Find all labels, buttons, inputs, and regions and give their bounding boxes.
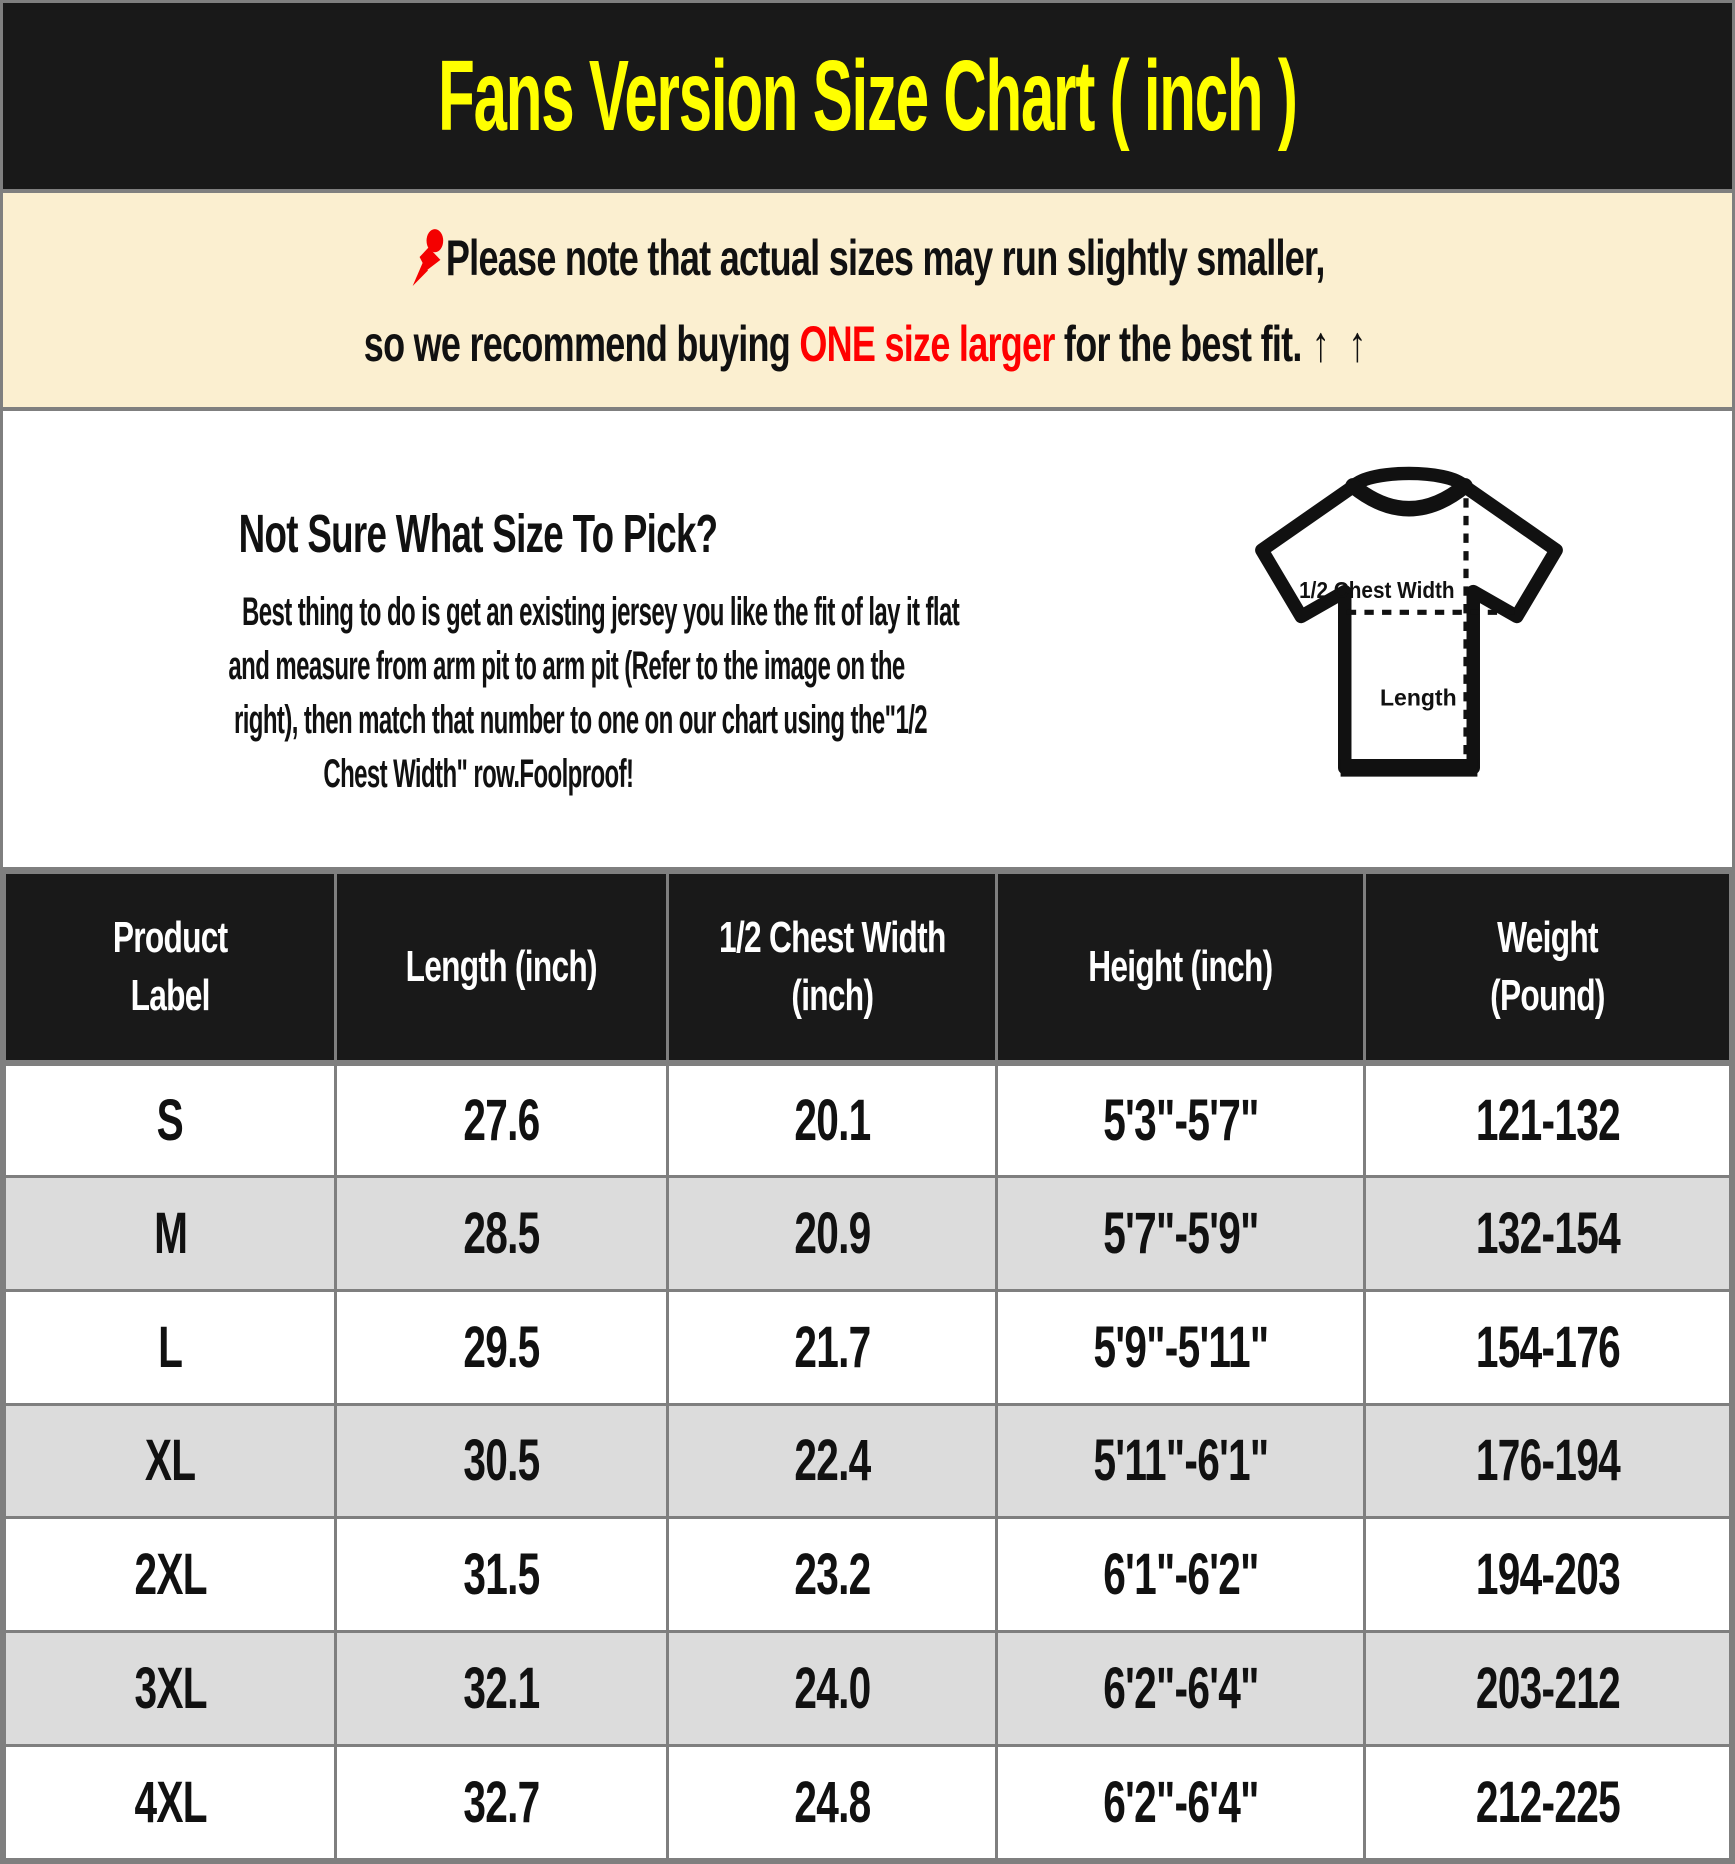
col-header-length: Length (inch)	[334, 871, 669, 1066]
tshirt-measure-diagram: 1/2 Chest Width Length	[1253, 461, 1565, 803]
cell-height: 5'9"-5'11"	[995, 1288, 1367, 1406]
page-title: Fans Version Size Chart ( inch )	[438, 39, 1298, 152]
cell-height: 6'2"-6'4"	[995, 1630, 1367, 1748]
table-header-row: Product Label Length (inch) 1/2 Chest Wid…	[2, 871, 1732, 1066]
pushpin-icon	[410, 227, 449, 289]
cell-weight: 154-176	[1363, 1288, 1732, 1406]
cell-length: 27.6	[334, 1061, 669, 1178]
cell-weight: 176-194	[1363, 1402, 1732, 1520]
cell-weight: 121-132	[1363, 1061, 1732, 1178]
cell-label: 3XL	[2, 1630, 338, 1748]
size-row-3xl: 3XL 32.1 24.0 6'2"-6'4" 203-212	[2, 1630, 1732, 1748]
cell-height: 6'1"-6'2"	[995, 1516, 1367, 1634]
cell-weight: 194-203	[1363, 1516, 1732, 1634]
size-table-section: Product Label Length (inch) 1/2 Chest Wid…	[2, 871, 1732, 1861]
notice-text-2-suffix: for the best fit.	[1064, 316, 1302, 372]
cell-label: 2XL	[2, 1516, 338, 1634]
guide-body-line: right), then match that number to one on…	[234, 698, 928, 742]
cell-length: 29.5	[334, 1288, 669, 1406]
size-row-s: S 27.6 20.1 5'3"-5'7" 121-132	[2, 1061, 1732, 1178]
cell-chest: 23.2	[665, 1516, 999, 1634]
notice-line-2: so we recommend buying ONE size larger f…	[168, 315, 1567, 373]
chest-width-label: 1/2 Chest Width	[1299, 577, 1454, 603]
guide-body-line: Best thing to do is get an existing jers…	[242, 590, 960, 634]
cell-label: 4XL	[2, 1744, 338, 1861]
cell-label: M	[2, 1174, 338, 1292]
length-label: Length	[1380, 685, 1457, 711]
col-header-height: Height (inch)	[995, 871, 1367, 1066]
col-header-chest-width: 1/2 Chest Width (inch)	[665, 871, 999, 1066]
up-arrows-icon: ↑ ↑	[1311, 316, 1371, 372]
size-chart-table: Product Label Length (inch) 1/2 Chest Wid…	[2, 871, 1732, 1861]
notice-line-1: Please note that actual sizes may run sl…	[232, 227, 1503, 289]
guide-body-line: and measure from arm pit to arm pit (Ref…	[228, 644, 905, 688]
measuring-guide-section: Not Sure What Size To Pick? Best thing t…	[3, 411, 1732, 867]
cell-length: 30.5	[334, 1402, 669, 1520]
guide-heading: Not Sure What Size To Pick?	[238, 504, 718, 564]
cell-label: S	[2, 1061, 338, 1178]
cell-height: 6'2"-6'4"	[995, 1744, 1367, 1861]
cell-chest: 24.0	[665, 1630, 999, 1748]
size-row-2xl: 2XL 31.5 23.2 6'1"-6'2" 194-203	[2, 1516, 1732, 1634]
cell-label: XL	[2, 1402, 338, 1520]
cell-length: 32.7	[334, 1744, 669, 1861]
cell-label: L	[2, 1288, 338, 1406]
size-row-4xl: 4XL 32.7 24.8 6'2"-6'4" 212-225	[2, 1744, 1732, 1861]
header-banner: Fans Version Size Chart ( inch )	[3, 3, 1732, 189]
cell-chest: 20.1	[665, 1061, 999, 1178]
tshirt-outline	[1255, 466, 1563, 775]
cell-height: 5'11"-6'1"	[995, 1402, 1367, 1520]
cell-chest: 20.9	[665, 1174, 999, 1292]
cell-height: 5'7"-5'9"	[995, 1174, 1367, 1292]
size-row-l: L 29.5 21.7 5'9"-5'11" 154-176	[2, 1288, 1732, 1406]
cell-chest: 22.4	[665, 1402, 999, 1520]
cell-height: 5'3"-5'7"	[995, 1061, 1367, 1178]
notice-text-1: Please note that actual sizes may run sl…	[446, 230, 1325, 286]
col-header-weight: Weight (Pound)	[1363, 871, 1732, 1066]
size-row-xl: XL 30.5 22.4 5'11"-6'1" 176-194	[2, 1402, 1732, 1520]
cell-length: 31.5	[334, 1516, 669, 1634]
notice-highlight: ONE size larger	[790, 316, 1065, 372]
cell-length: 32.1	[334, 1630, 669, 1748]
guide-text-block: Not Sure What Size To Pick? Best thing t…	[3, 411, 960, 801]
cell-chest: 21.7	[665, 1288, 999, 1406]
tshirt-collar	[1345, 478, 1473, 517]
col-header-product-label: Product Label	[2, 871, 338, 1066]
notice-section: Please note that actual sizes may run sl…	[3, 193, 1732, 407]
size-row-m: M 28.5 20.9 5'7"-5'9" 132-154	[2, 1174, 1732, 1292]
cell-weight: 203-212	[1363, 1630, 1732, 1748]
cell-length: 28.5	[334, 1174, 669, 1292]
guide-body-line: Chest Width" row.Foolproof!	[322, 752, 634, 796]
cell-weight: 132-154	[1363, 1174, 1732, 1292]
notice-text-2-prefix: so we recommend buying	[364, 316, 791, 372]
cell-chest: 24.8	[665, 1744, 999, 1861]
cell-weight: 212-225	[1363, 1744, 1732, 1861]
